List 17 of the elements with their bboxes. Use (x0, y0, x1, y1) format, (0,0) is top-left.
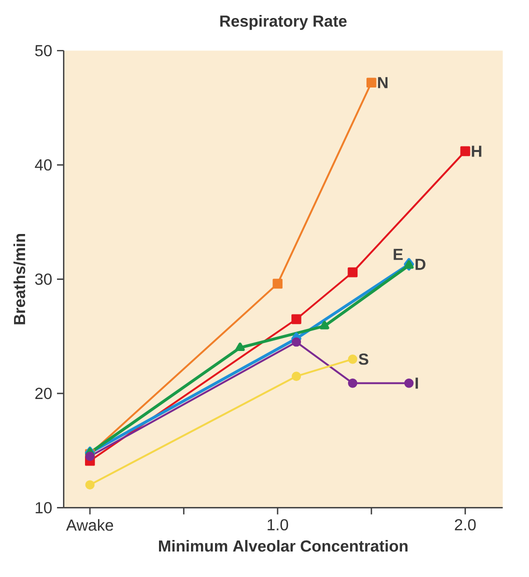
chart-title: Respiratory Rate (220, 15, 347, 30)
series-label: S (358, 354, 368, 365)
series-label: D (416, 258, 426, 270)
y-tick-label: 20 (35, 388, 52, 400)
x-tick-label: Awake (66, 519, 114, 531)
series-label: N (378, 77, 388, 88)
y-tick-label: 30 (35, 274, 52, 285)
series-label: I (416, 378, 418, 389)
series-label: H (472, 146, 482, 157)
y-tick-label: 10 (36, 502, 52, 514)
x-tick-label: 1.0 (268, 519, 288, 530)
y-tick-label: 40 (34, 159, 52, 171)
series-label: E (394, 248, 403, 260)
x-tick-label: 2.0 (454, 519, 476, 530)
x-axis-title: Minimum Alveolar Concentration (158, 540, 408, 552)
y-tick-label: 50 (35, 44, 52, 56)
y-axis-title: Breaths/min (13, 234, 26, 324)
